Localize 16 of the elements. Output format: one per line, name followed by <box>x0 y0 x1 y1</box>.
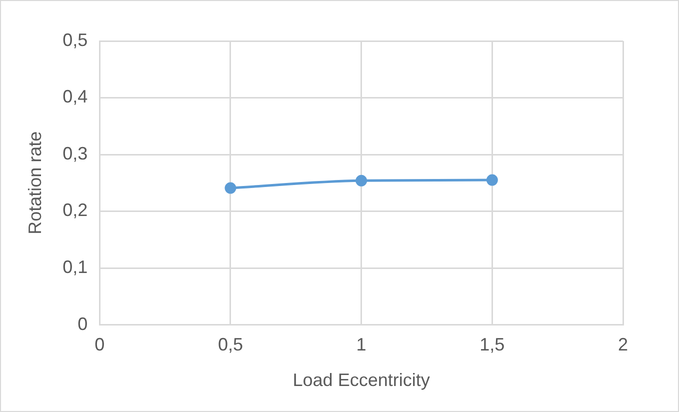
x-tick-label: 1 <box>356 334 366 355</box>
x-tick-label: 1,5 <box>480 334 505 355</box>
point <box>224 182 236 194</box>
x-axis-title: Load Eccentricity <box>292 370 430 390</box>
y-tick-label: 0,2 <box>62 200 88 220</box>
point <box>486 174 498 186</box>
x-tick-label: 2 <box>618 334 628 355</box>
point <box>356 174 368 186</box>
y-axis-title: Rotation rate <box>24 131 45 234</box>
y-tick-label: 0 <box>78 314 88 334</box>
y-tick-label: 0,1 <box>62 257 88 278</box>
y-tick-label: 0,3 <box>62 143 88 164</box>
x-tick-label: 0,5 <box>218 334 243 355</box>
y-tick-label: 0,4 <box>62 86 88 107</box>
x-tick-label: 0 <box>94 334 105 355</box>
y-tick-label: 0,5 <box>62 30 88 50</box>
